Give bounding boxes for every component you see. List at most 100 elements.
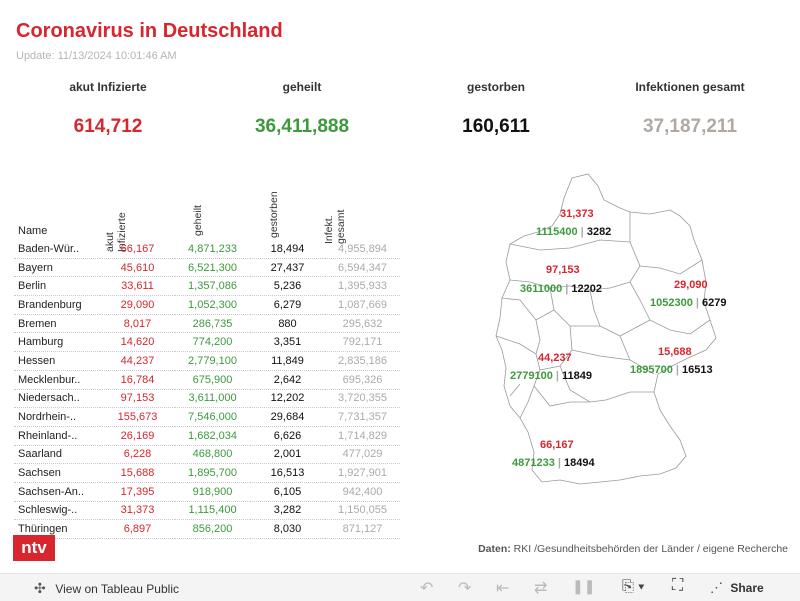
col-header-akut: akut Infizierte [104,212,128,252]
geheilt-value: 4,871,233 [175,240,250,259]
table-row[interactable]: Hessen 44,237 2,779,100 11,849 2,835,186 [14,351,400,371]
state-name: Hessen [14,351,100,371]
map-label-bb-detail: 1052300 | 6279 [650,297,727,309]
table-row[interactable]: Hamburg 14,620 774,200 3,351 792,171 [14,332,400,353]
redo-icon[interactable]: ↷ [458,580,472,597]
table-row[interactable]: Rheinland-.. 26,169 1,682,034 6,626 1,714,82… [14,426,400,446]
gesamt-value: 6,594,347 [325,258,400,278]
col-header-gesamt: Infekt. gesamt [323,209,347,244]
table-row[interactable]: Schleswig-.. 31,373 1,115,400 3,282 1,150,05… [14,501,400,521]
geheilt-value: 918,900 [175,482,250,502]
state-name: Niedersach.. [14,389,100,409]
table-row[interactable]: Saarland 6,228 468,800 2,001 477,029 [14,445,400,465]
map-label-he: 44,237 [538,352,572,364]
table-row[interactable]: Mecklenbur.. 16,784 675,900 2,642 695,326 [14,370,400,390]
state-name: Rheinland-.. [14,426,100,446]
gesamt-value: 295,632 [325,314,400,334]
akut-value: 16,784 [100,370,175,390]
kpi-akut-value: 614,712 [73,116,143,137]
akut-value: 66,167 [100,240,175,259]
akut-value: 15,688 [100,463,175,483]
update-timestamp: Update: 11/13/2024 10:01:46 AM [16,50,177,62]
gesamt-value: 3,720,355 [325,389,400,409]
table-row[interactable]: Sachsen-An.. 17,395 918,900 6,105 942,400 [14,482,400,502]
akut-value: 14,620 [100,332,175,353]
geheilt-value: 468,800 [175,445,250,465]
geheilt-value: 1,052,300 [175,295,250,315]
state-name: Schleswig-.. [14,501,100,521]
table-row[interactable]: Nordrhein-.. 155,673 7,546,000 29,684 7,731,… [14,407,400,427]
fullscreen-icon[interactable]: ⛶ [672,577,684,594]
table-row[interactable]: Niedersach.. 97,153 3,611,000 12,202 3,720,3… [14,389,400,409]
undo-icon[interactable]: ↶ [420,580,434,597]
gestorben-value: 3,282 [250,501,325,521]
akut-value: 97,153 [100,389,175,409]
gestorben-value: 8,030 [250,519,325,539]
table-row[interactable]: Bremen 8,017 286,735 880 295,632 [14,314,400,334]
state-name: Sachsen [14,463,100,483]
page-title: Coronavirus in Deutschland [16,20,283,42]
kpi-gesamt-label: Infektionen gesamt [635,80,745,94]
states-table: Baden-Wür.. 66,167 4,871,233 18,494 4,955,89… [14,240,400,539]
table-row[interactable]: Berlin 33,611 1,357,086 5,236 1,395,933 [14,276,400,297]
kpi-geheilt-value: 36,411,888 [254,116,350,137]
download-icon[interactable]: ⎘ ▾ [622,578,645,595]
gesamt-value: 1,927,901 [325,463,400,483]
state-name: Baden-Wür.. [14,240,100,259]
geheilt-value: 3,611,000 [175,389,250,409]
geheilt-value: 286,735 [175,314,250,334]
table-row[interactable]: Brandenburg 29,090 1,052,300 6,279 1,087,669 [14,295,400,315]
gestorben-value: 16,513 [250,463,325,483]
state-name: Hamburg [14,332,100,353]
state-name: Mecklenbur.. [14,370,100,390]
gestorben-value: 18,494 [250,240,325,259]
col-header-geheilt: geheilt [192,205,204,236]
state-name: Bayern [14,258,100,278]
kpi-akut-label: akut Infizierte [69,80,147,94]
germany-map[interactable] [480,170,740,510]
geheilt-value: 856,200 [175,519,250,539]
gesamt-value: 1,150,055 [325,501,400,521]
share-icon: ⋰ [710,580,723,595]
gesamt-value: 4,955,894 [325,240,400,259]
tableau-toolbar: ✣ View on Tableau Public ↶ ↷ ⇤ ⇄ ❚❚ ⎘ ▾ … [0,573,800,601]
geheilt-value: 1,895,700 [175,463,250,483]
refresh-icon[interactable]: ⇄ [534,580,548,597]
map-label-ni-detail: 3611000 | 12202 [520,283,603,295]
akut-value: 26,169 [100,426,175,446]
col-header-name: Name [18,225,48,237]
gesamt-value: 1,395,933 [325,276,400,297]
table-row[interactable]: Bayern 45,610 6,521,300 27,437 6,594,347 [14,258,400,278]
map-label-sh-detail: 1115400 | 3282 [536,226,612,238]
table-row[interactable]: Baden-Wür.. 66,167 4,871,233 18,494 4,955,89… [14,240,400,259]
gesamt-value: 942,400 [325,482,400,502]
table-row[interactable]: Thüringen 6,897 856,200 8,030 871,127 [14,519,400,539]
tableau-icon: ✣ [34,580,46,596]
akut-value: 6,228 [100,445,175,465]
geheilt-value: 7,546,000 [175,407,250,427]
akut-value: 31,373 [100,501,175,521]
akut-value: 29,090 [100,295,175,315]
gesamt-value: 871,127 [325,519,400,539]
table-row[interactable]: Sachsen 15,688 1,895,700 16,513 1,927,901 [14,463,400,483]
kpi-geheilt-label: geheilt [282,80,322,94]
akut-value: 17,395 [100,482,175,502]
gestorben-value: 12,202 [250,389,325,409]
gestorben-value: 2,642 [250,370,325,390]
geheilt-value: 1,682,034 [175,426,250,446]
share-button[interactable]: ⋰ Share [710,580,764,595]
akut-value: 45,610 [100,258,175,278]
gesamt-value: 7,731,357 [325,407,400,427]
gestorben-value: 6,279 [250,295,325,315]
gestorben-value: 5,236 [250,276,325,297]
map-label-ni: 97,153 [546,264,580,276]
gesamt-value: 792,171 [325,332,400,353]
view-on-tableau-link[interactable]: ✣ View on Tableau Public [34,580,179,596]
pause-icon[interactable]: ❚❚ [572,578,596,594]
map-label-sn-detail: 1895700 | 16513 [630,364,713,376]
state-name: Bremen [14,314,100,334]
gesamt-value: 695,326 [325,370,400,390]
geheilt-value: 1,115,400 [175,501,250,521]
akut-value: 6,897 [100,519,175,539]
revert-icon[interactable]: ⇤ [496,580,510,597]
